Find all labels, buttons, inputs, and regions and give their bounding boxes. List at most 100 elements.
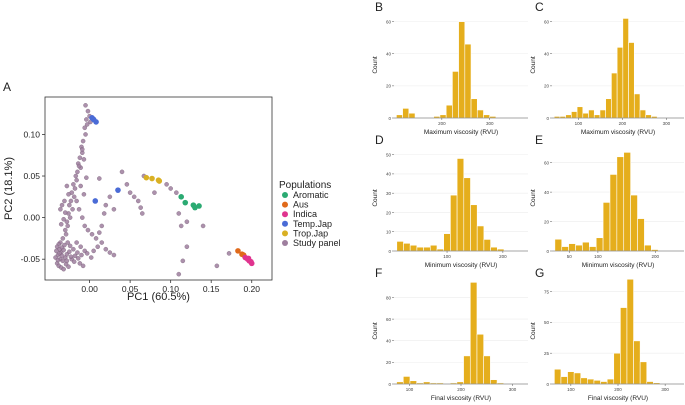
data-point-study-panel — [82, 223, 87, 229]
y-tick-label: 0.10 — [23, 129, 40, 139]
y-tick-label: 20 — [544, 84, 550, 89]
data-point-study-panel — [64, 258, 70, 264]
data-point-study-panel — [135, 198, 141, 204]
data-point-study-panel — [68, 198, 74, 204]
y-tick-label: 75 — [544, 289, 550, 294]
data-point-study-panel — [83, 103, 88, 108]
legend-label-aromatic: Aromatic — [293, 190, 329, 200]
data-point-study-panel — [62, 198, 67, 204]
y-axis-title: Count — [372, 189, 379, 207]
y-axis-title: Count — [372, 322, 379, 340]
x-axis-title: Maximum viscosity (RVU) — [581, 129, 655, 136]
x-axis-title: Minimum viscosity (RVU) — [425, 262, 497, 269]
data-point-study-panel — [124, 182, 130, 187]
data-point-study-panel — [84, 117, 89, 122]
data-point-study-panel — [140, 211, 145, 216]
y-tick-label: 0 — [546, 249, 549, 254]
histogram-bar — [628, 42, 635, 119]
y-tick-label: 50 — [544, 320, 550, 325]
data-point-study-panel — [76, 163, 82, 169]
histogram-bar — [496, 248, 505, 252]
data-point-study-panel — [63, 210, 68, 215]
data-point-study-panel — [99, 240, 105, 245]
legend-swatch-trop-jap — [282, 230, 288, 237]
histogram-bar — [616, 156, 625, 252]
legend-swatch-indica — [282, 211, 288, 218]
data-point-study-panel — [66, 192, 71, 197]
x-tick-label: 100 — [443, 254, 451, 259]
data-point-study-panel — [97, 176, 102, 181]
data-point-study-panel — [75, 169, 80, 175]
histogram-bar — [409, 380, 417, 385]
y-axis-title: Count — [530, 322, 537, 340]
y-tick-label: 25 — [544, 351, 550, 356]
data-point-study-panel — [71, 182, 76, 187]
data-point-study-panel — [55, 257, 61, 263]
y-tick-label: 40 — [544, 52, 550, 57]
histogram-bar — [452, 71, 459, 119]
legend-label-study-panel: Study panel — [293, 238, 341, 248]
data-point-study-panel — [71, 246, 76, 252]
panel-label-c: C — [535, 0, 544, 14]
histogram-bar — [483, 239, 491, 252]
histogram-bar — [595, 237, 604, 252]
histogram-bar — [600, 381, 608, 385]
data-point-study-panel — [101, 211, 107, 216]
histogram-bar — [483, 114, 491, 119]
histogram-bar — [646, 381, 654, 385]
data-point-study-panel — [64, 183, 70, 189]
histogram-bar — [561, 246, 569, 252]
histogram-bar — [416, 246, 424, 252]
data-point-study-panel — [93, 236, 99, 241]
histogram-bar — [626, 278, 634, 385]
panel-label-d: D — [375, 133, 384, 147]
data-point-study-panel — [84, 122, 90, 127]
x-tick-label: 100 — [406, 387, 414, 392]
histogram-bar — [567, 371, 575, 385]
panel-c-histogram: C 0 20 40 60 100 200 300 Maximum viscosity (RVU)… — [530, 0, 684, 136]
x-tick-label: 300 — [509, 387, 517, 392]
histogram-bar — [582, 112, 589, 119]
data-point-study-panel — [76, 207, 82, 212]
histogram-bar — [644, 244, 652, 252]
histogram-bar — [609, 174, 618, 252]
y-tick-label: 0 — [388, 249, 391, 254]
histogram-bar — [576, 106, 584, 119]
legend-label-temp-jap: Temp.Jap — [293, 219, 332, 229]
data-point-study-panel — [62, 242, 67, 248]
data-point-aromatic — [182, 199, 189, 206]
histogram-bar — [630, 194, 638, 252]
data-point-study-panel — [67, 243, 73, 249]
data-point-temp-jap — [115, 187, 121, 193]
data-point-study-panel — [95, 244, 100, 249]
data-point-study-panel — [81, 192, 87, 197]
panel-a-scatter: A0.00 0.05 0.10 0.15 0.20-0.050.000.050.10PC… — [3, 80, 341, 303]
data-point-study-panel — [70, 207, 75, 212]
data-point-trop-jap — [149, 175, 155, 182]
data-point-study-panel — [79, 252, 84, 258]
histogram-bar — [443, 233, 451, 252]
x-tick-label: 100 — [594, 254, 602, 259]
data-point-study-panel — [59, 202, 65, 208]
histogram-bar — [476, 333, 484, 385]
data-point-study-panel — [84, 175, 89, 180]
histogram-bar — [423, 381, 431, 385]
data-point-study-panel — [65, 223, 70, 229]
histogram-bar — [613, 352, 621, 385]
legend-title: Populations — [279, 180, 331, 191]
histogram-bar — [439, 114, 447, 119]
histogram-bar — [633, 93, 641, 119]
y-tick-label: 40 — [386, 52, 392, 57]
histogram-bar — [639, 109, 647, 119]
histogram-bar — [458, 21, 466, 119]
data-point-temp-jap — [93, 119, 99, 125]
data-point-aus — [235, 248, 241, 254]
x-axis-title: PC1 (60.5%) — [127, 291, 190, 303]
histogram-bar — [575, 244, 583, 252]
x-tick-label: 300 — [486, 121, 494, 126]
data-point-study-panel — [168, 186, 173, 191]
y-tick-label: 0.05 — [23, 171, 40, 181]
histogram-bar — [476, 109, 484, 119]
y-tick-label: 10 — [386, 230, 392, 235]
histogram-bar — [560, 376, 568, 385]
